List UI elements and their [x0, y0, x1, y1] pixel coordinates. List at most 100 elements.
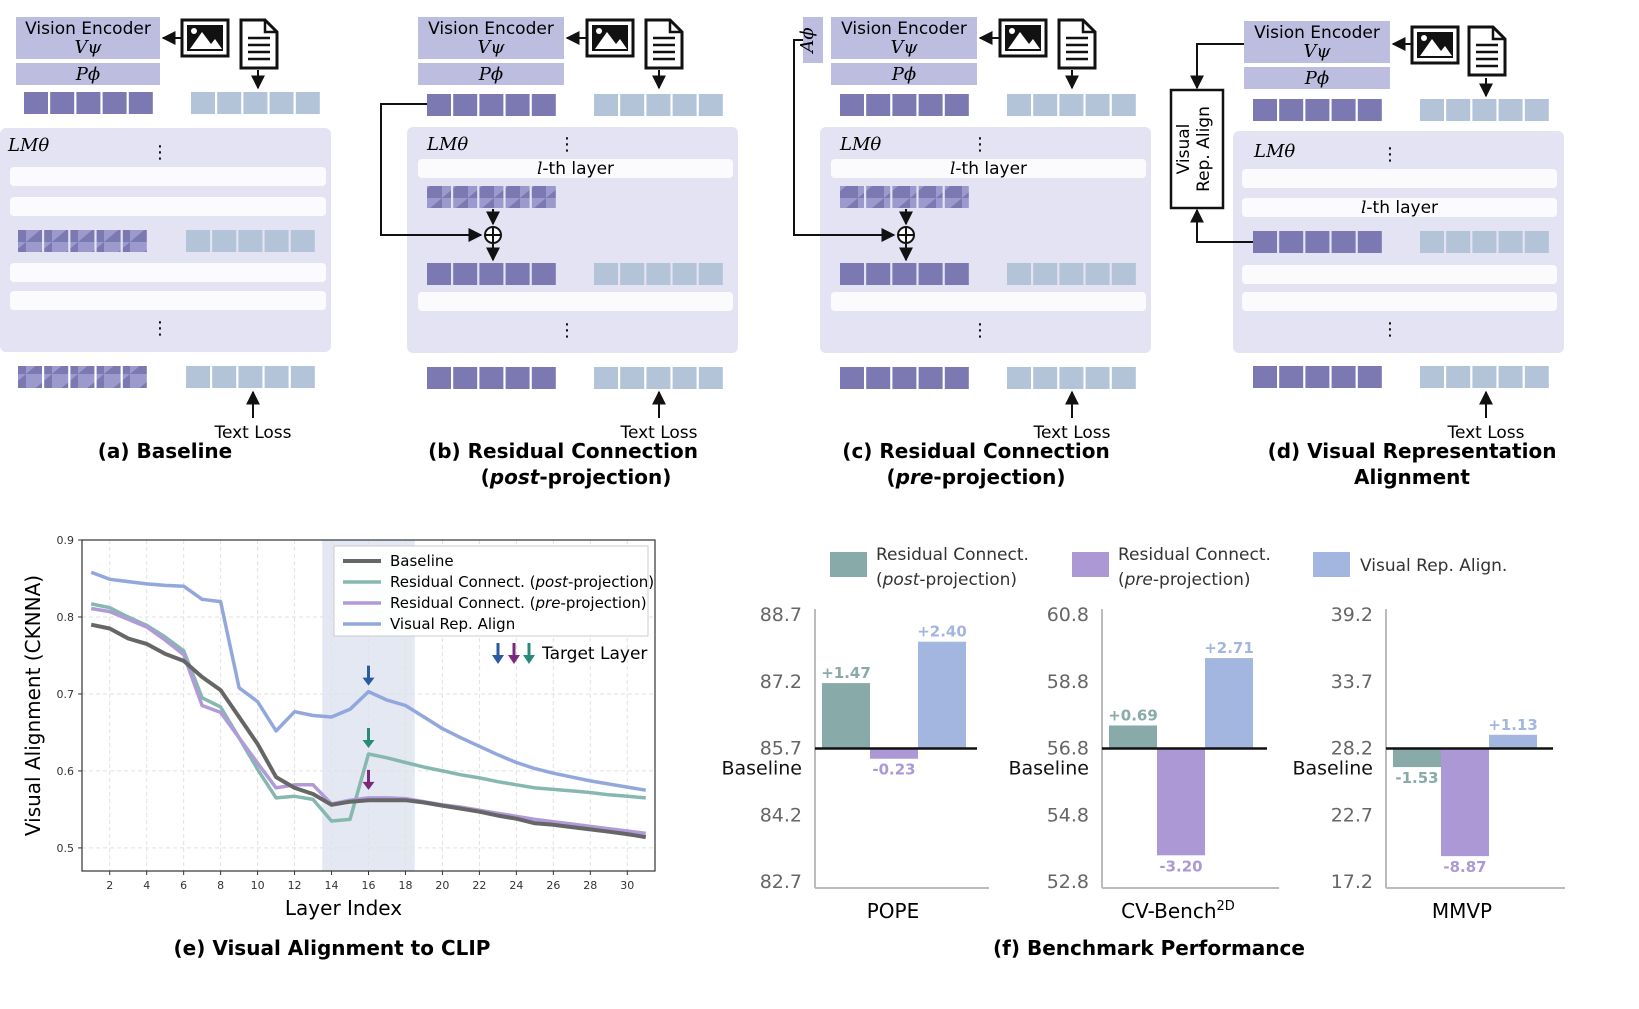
x-tick-label: 4 [143, 879, 150, 892]
y-tick-label: 58.8 [1047, 671, 1089, 693]
text-tokens-lth [1420, 231, 1549, 253]
token [594, 94, 618, 116]
text-tokens-out [1007, 367, 1136, 389]
y-tick-label: 84.2 [760, 804, 802, 826]
token [620, 94, 645, 116]
y-tick-label: 0.8 [57, 611, 75, 624]
token [453, 263, 478, 285]
visual-tokens-out [427, 367, 556, 389]
visual-tokens-lth [427, 186, 556, 208]
token [866, 186, 891, 208]
x-tick-label: 28 [583, 879, 597, 892]
image-icon-mountain [1008, 32, 1040, 49]
token [840, 367, 864, 389]
x-tick-label: 12 [288, 879, 302, 892]
target-legend-arrow-head [523, 655, 535, 664]
bar-charts: Residual Connect. (post-projection) Residu… [721, 545, 1565, 960]
x-axis-label: Layer Index [285, 896, 402, 920]
token [264, 230, 289, 252]
visual-tokens-lth [1253, 231, 1382, 253]
x-tick-label: 20 [435, 879, 449, 892]
token [1305, 99, 1330, 121]
token [1253, 231, 1277, 253]
token [96, 366, 121, 388]
legend-pre-line1: Residual Connect. [1118, 545, 1271, 565]
token [453, 367, 478, 389]
legend-label: Residual Connect. (pre-projection) [390, 594, 647, 612]
caption-a: (a) Baseline [98, 439, 232, 463]
token [290, 366, 315, 388]
y-tick-label: 0.6 [57, 765, 75, 778]
benchmark-title: POPE [867, 899, 920, 923]
vision-encoder-label: Vision Encoder [1254, 23, 1380, 43]
bar [1205, 658, 1253, 749]
visual-rep-align-label-2: Rep. Align [1194, 106, 1214, 192]
target-arrow-head [362, 781, 375, 790]
lm-theta-label: LMθ [839, 134, 881, 155]
token [1446, 366, 1471, 388]
bar-chart-2: 39.2 33.7 28.2 22.7 17.2 Baseline -1.53 -8.87 +1… [1292, 604, 1565, 923]
visual-tokens [840, 94, 969, 116]
token [1059, 263, 1084, 285]
token [212, 230, 237, 252]
line-chart: 2 4 6 8 10 12 14 16 18 20 22 24 26 28 300.50.60.70.80.… [21, 534, 656, 960]
p-phi-label: Pϕ [1304, 68, 1329, 89]
image-icon [1410, 25, 1460, 65]
legend-pre-line2: (pre-projection) [1118, 570, 1251, 590]
token [1253, 366, 1277, 388]
token [44, 230, 69, 252]
token [1059, 94, 1084, 116]
y-tick-label: 87.2 [760, 671, 802, 693]
token [1498, 99, 1523, 121]
image-icon-sun [1421, 35, 1427, 41]
token [76, 92, 101, 114]
token [944, 94, 969, 116]
text-tokens-after [1007, 263, 1136, 285]
y-tick-label: 56.8 [1047, 738, 1089, 760]
token [1085, 367, 1110, 389]
token [1331, 99, 1356, 121]
vision-encoder-box [1244, 21, 1390, 63]
token [646, 263, 671, 285]
baseline-label: Baseline [1292, 758, 1373, 780]
token [1420, 366, 1444, 388]
x-tick-label: 2 [106, 879, 113, 892]
token [1085, 263, 1110, 285]
lth-layer-label: l-th layer [950, 159, 1027, 179]
legend-swatch-pre [1072, 552, 1109, 577]
token [918, 94, 943, 116]
image-icon-sun [596, 28, 602, 34]
series-line [90, 570, 647, 792]
token [290, 230, 315, 252]
baseline-label: Baseline [721, 758, 802, 780]
ellipsis: ⋮ [1381, 144, 1399, 165]
projector-box [418, 63, 564, 85]
document-icon [1057, 18, 1097, 70]
visual-tokens-out [1253, 366, 1382, 388]
layer-bar [831, 159, 1146, 178]
vision-encoder-box [16, 17, 160, 59]
y-tick-label: 54.8 [1047, 804, 1089, 826]
token [427, 186, 451, 208]
token [102, 92, 127, 114]
token [264, 366, 289, 388]
token [646, 94, 671, 116]
x-tick-label: 26 [546, 879, 560, 892]
lm-theta-label: LMθ [7, 135, 49, 156]
token [186, 366, 210, 388]
token [1253, 99, 1277, 121]
p-phi-label: Pϕ [478, 64, 503, 85]
ellipsis: ⋮ [1381, 319, 1399, 340]
text-tokens [191, 92, 320, 114]
bar-value-label: +2.40 [917, 623, 967, 641]
y-tick-label: 85.7 [760, 738, 802, 760]
visual-tokens-lth [840, 186, 969, 208]
a-phi-label: Aϕ [797, 27, 818, 54]
y-tick-label: 28.2 [1331, 738, 1373, 760]
series-line [90, 606, 647, 836]
token [1357, 366, 1382, 388]
y-tick-label: 0.9 [57, 534, 75, 547]
token [944, 367, 969, 389]
token [1472, 366, 1497, 388]
